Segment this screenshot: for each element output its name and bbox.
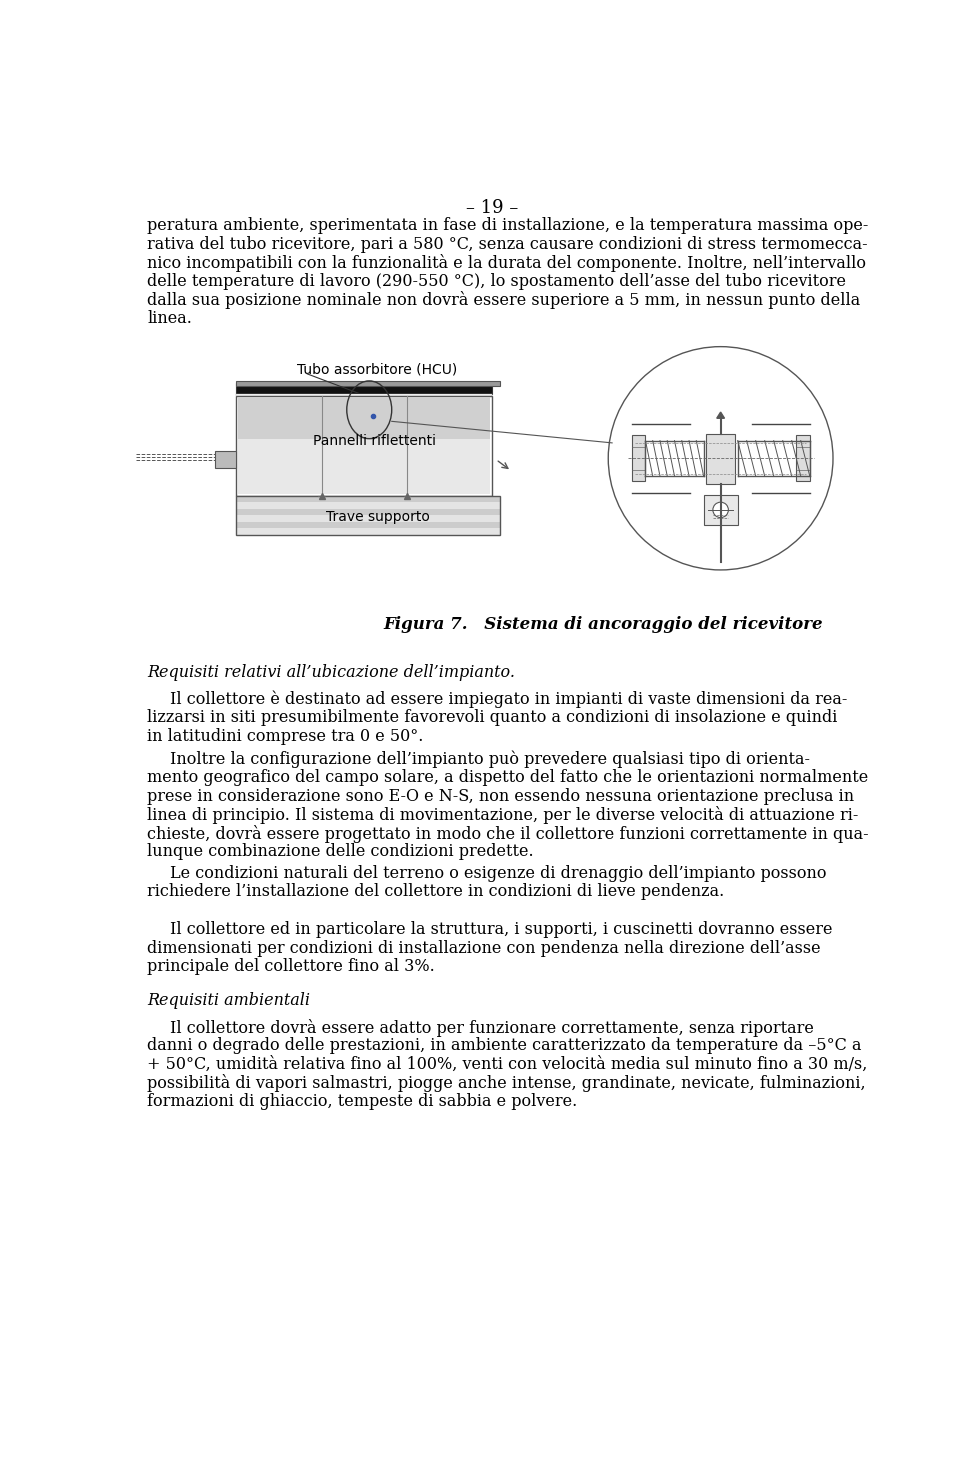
Text: Tubo assorbitore (HCU): Tubo assorbitore (HCU) bbox=[297, 362, 457, 377]
Text: linea di principio. Il sistema di movimentazione, per le diverse velocità di att: linea di principio. Il sistema di movime… bbox=[147, 806, 858, 824]
Text: peratura ambiente, sperimentata in fase di installazione, e la temperatura massi: peratura ambiente, sperimentata in fase … bbox=[147, 217, 869, 235]
Text: Inoltre la configurazione dell’impianto può prevedere qualsiasi tipo di orienta-: Inoltre la configurazione dell’impianto … bbox=[170, 750, 810, 768]
Bar bbox=[236, 496, 500, 502]
Text: possibilità di vapori salmastri, piogge anche intense, grandinate, nevicate, ful: possibilità di vapori salmastri, piogge … bbox=[147, 1074, 866, 1093]
Text: dimensionati per condizioni di installazione con pendenza nella direzione dell’a: dimensionati per condizioni di installaz… bbox=[147, 939, 821, 957]
Text: formazioni di ghiaccio, tempeste di sabbia e polvere.: formazioni di ghiaccio, tempeste di sabb… bbox=[147, 1093, 577, 1109]
Text: Requisiti relativi all’ubicazione dell’impianto.: Requisiti relativi all’ubicazione dell’i… bbox=[147, 663, 516, 681]
Text: in latitudini comprese tra 0 e 50°.: in latitudini comprese tra 0 e 50°. bbox=[147, 728, 423, 744]
Text: lunque combinazione delle condizioni predette.: lunque combinazione delle condizioni pre… bbox=[147, 843, 534, 860]
Bar bbox=[238, 397, 491, 440]
Bar bbox=[236, 396, 492, 496]
Bar bbox=[236, 510, 500, 515]
Bar bbox=[236, 515, 500, 521]
Bar bbox=[796, 436, 809, 482]
Bar bbox=[236, 381, 500, 385]
Bar bbox=[236, 521, 500, 529]
Text: Le condizioni naturali del terreno o esigenze di drenaggio dell’impianto possono: Le condizioni naturali del terreno o esi… bbox=[170, 866, 827, 882]
Bar bbox=[236, 393, 492, 396]
Bar bbox=[236, 383, 492, 393]
Text: Il collettore ed in particolare la struttura, i supporti, i cuscinetti dovranno : Il collettore ed in particolare la strut… bbox=[170, 922, 833, 938]
Text: Pannelli riflettenti: Pannelli riflettenti bbox=[313, 434, 436, 448]
Bar bbox=[238, 440, 491, 495]
Text: danni o degrado delle prestazioni, in ambiente caratterizzato da temperature da : danni o degrado delle prestazioni, in am… bbox=[147, 1037, 862, 1055]
Bar bbox=[236, 502, 500, 510]
Polygon shape bbox=[717, 412, 725, 418]
Text: Trave supporto: Trave supporto bbox=[325, 510, 430, 524]
Circle shape bbox=[713, 502, 729, 517]
Text: rativa del tubo ricevitore, pari a 580 °C, senza causare condizioni di stress te: rativa del tubo ricevitore, pari a 580 °… bbox=[147, 236, 868, 253]
Text: principale del collettore fino al 3%.: principale del collettore fino al 3%. bbox=[147, 959, 435, 975]
Text: lizzarsi in siti presumibilmente favorevoli quanto a condizioni di insolazione e: lizzarsi in siti presumibilmente favorev… bbox=[147, 709, 837, 727]
Text: Requisiti ambientali: Requisiti ambientali bbox=[147, 993, 310, 1009]
Bar bbox=[704, 495, 737, 524]
Text: nico incompatibili con la funzionalità e la durata del componente. Inoltre, nell: nico incompatibili con la funzionalità e… bbox=[147, 254, 866, 272]
Bar bbox=[706, 434, 735, 483]
Text: – 19 –: – 19 – bbox=[466, 199, 518, 217]
Text: Il collettore è destinato ad essere impiegato in impianti di vaste dimensioni da: Il collettore è destinato ad essere impi… bbox=[170, 691, 848, 709]
Text: richiedere l’installazione del collettore in condizioni di lieve pendenza.: richiedere l’installazione del collettor… bbox=[147, 883, 725, 901]
Text: delle temperature di lavoro (290-550 °C), lo spostamento dell’asse del tubo rice: delle temperature di lavoro (290-550 °C)… bbox=[147, 273, 846, 289]
Text: Figura 7.  Sistema di ancoraggio del ricevitore: Figura 7. Sistema di ancoraggio del rice… bbox=[383, 616, 823, 634]
Bar bbox=[214, 450, 236, 468]
Text: mento geografico del campo solare, a dispetto del fatto che le orientazioni norm: mento geografico del campo solare, a dis… bbox=[147, 770, 869, 786]
Bar bbox=[632, 436, 645, 482]
Text: linea.: linea. bbox=[147, 310, 192, 326]
Bar bbox=[236, 529, 500, 535]
Text: prese in considerazione sono E-O e N-S, non essendo nessuna orientazione preclus: prese in considerazione sono E-O e N-S, … bbox=[147, 787, 854, 805]
Circle shape bbox=[609, 347, 833, 570]
Bar bbox=[236, 496, 500, 535]
Text: + 50°C, umidità relativa fino al 100%, venti con velocità media sul minuto fino : + 50°C, umidità relativa fino al 100%, v… bbox=[147, 1056, 868, 1072]
Text: dalla sua posizione nominale non dovrà essere superiore a 5 mm, in nessun punto : dalla sua posizione nominale non dovrà e… bbox=[147, 291, 860, 309]
Text: chieste, dovrà essere progettato in modo che il collettore funzioni correttament: chieste, dovrà essere progettato in modo… bbox=[147, 824, 869, 843]
Text: Il collettore dovrà essere adatto per funzionare correttamente, senza riportare: Il collettore dovrà essere adatto per fu… bbox=[170, 1019, 814, 1037]
